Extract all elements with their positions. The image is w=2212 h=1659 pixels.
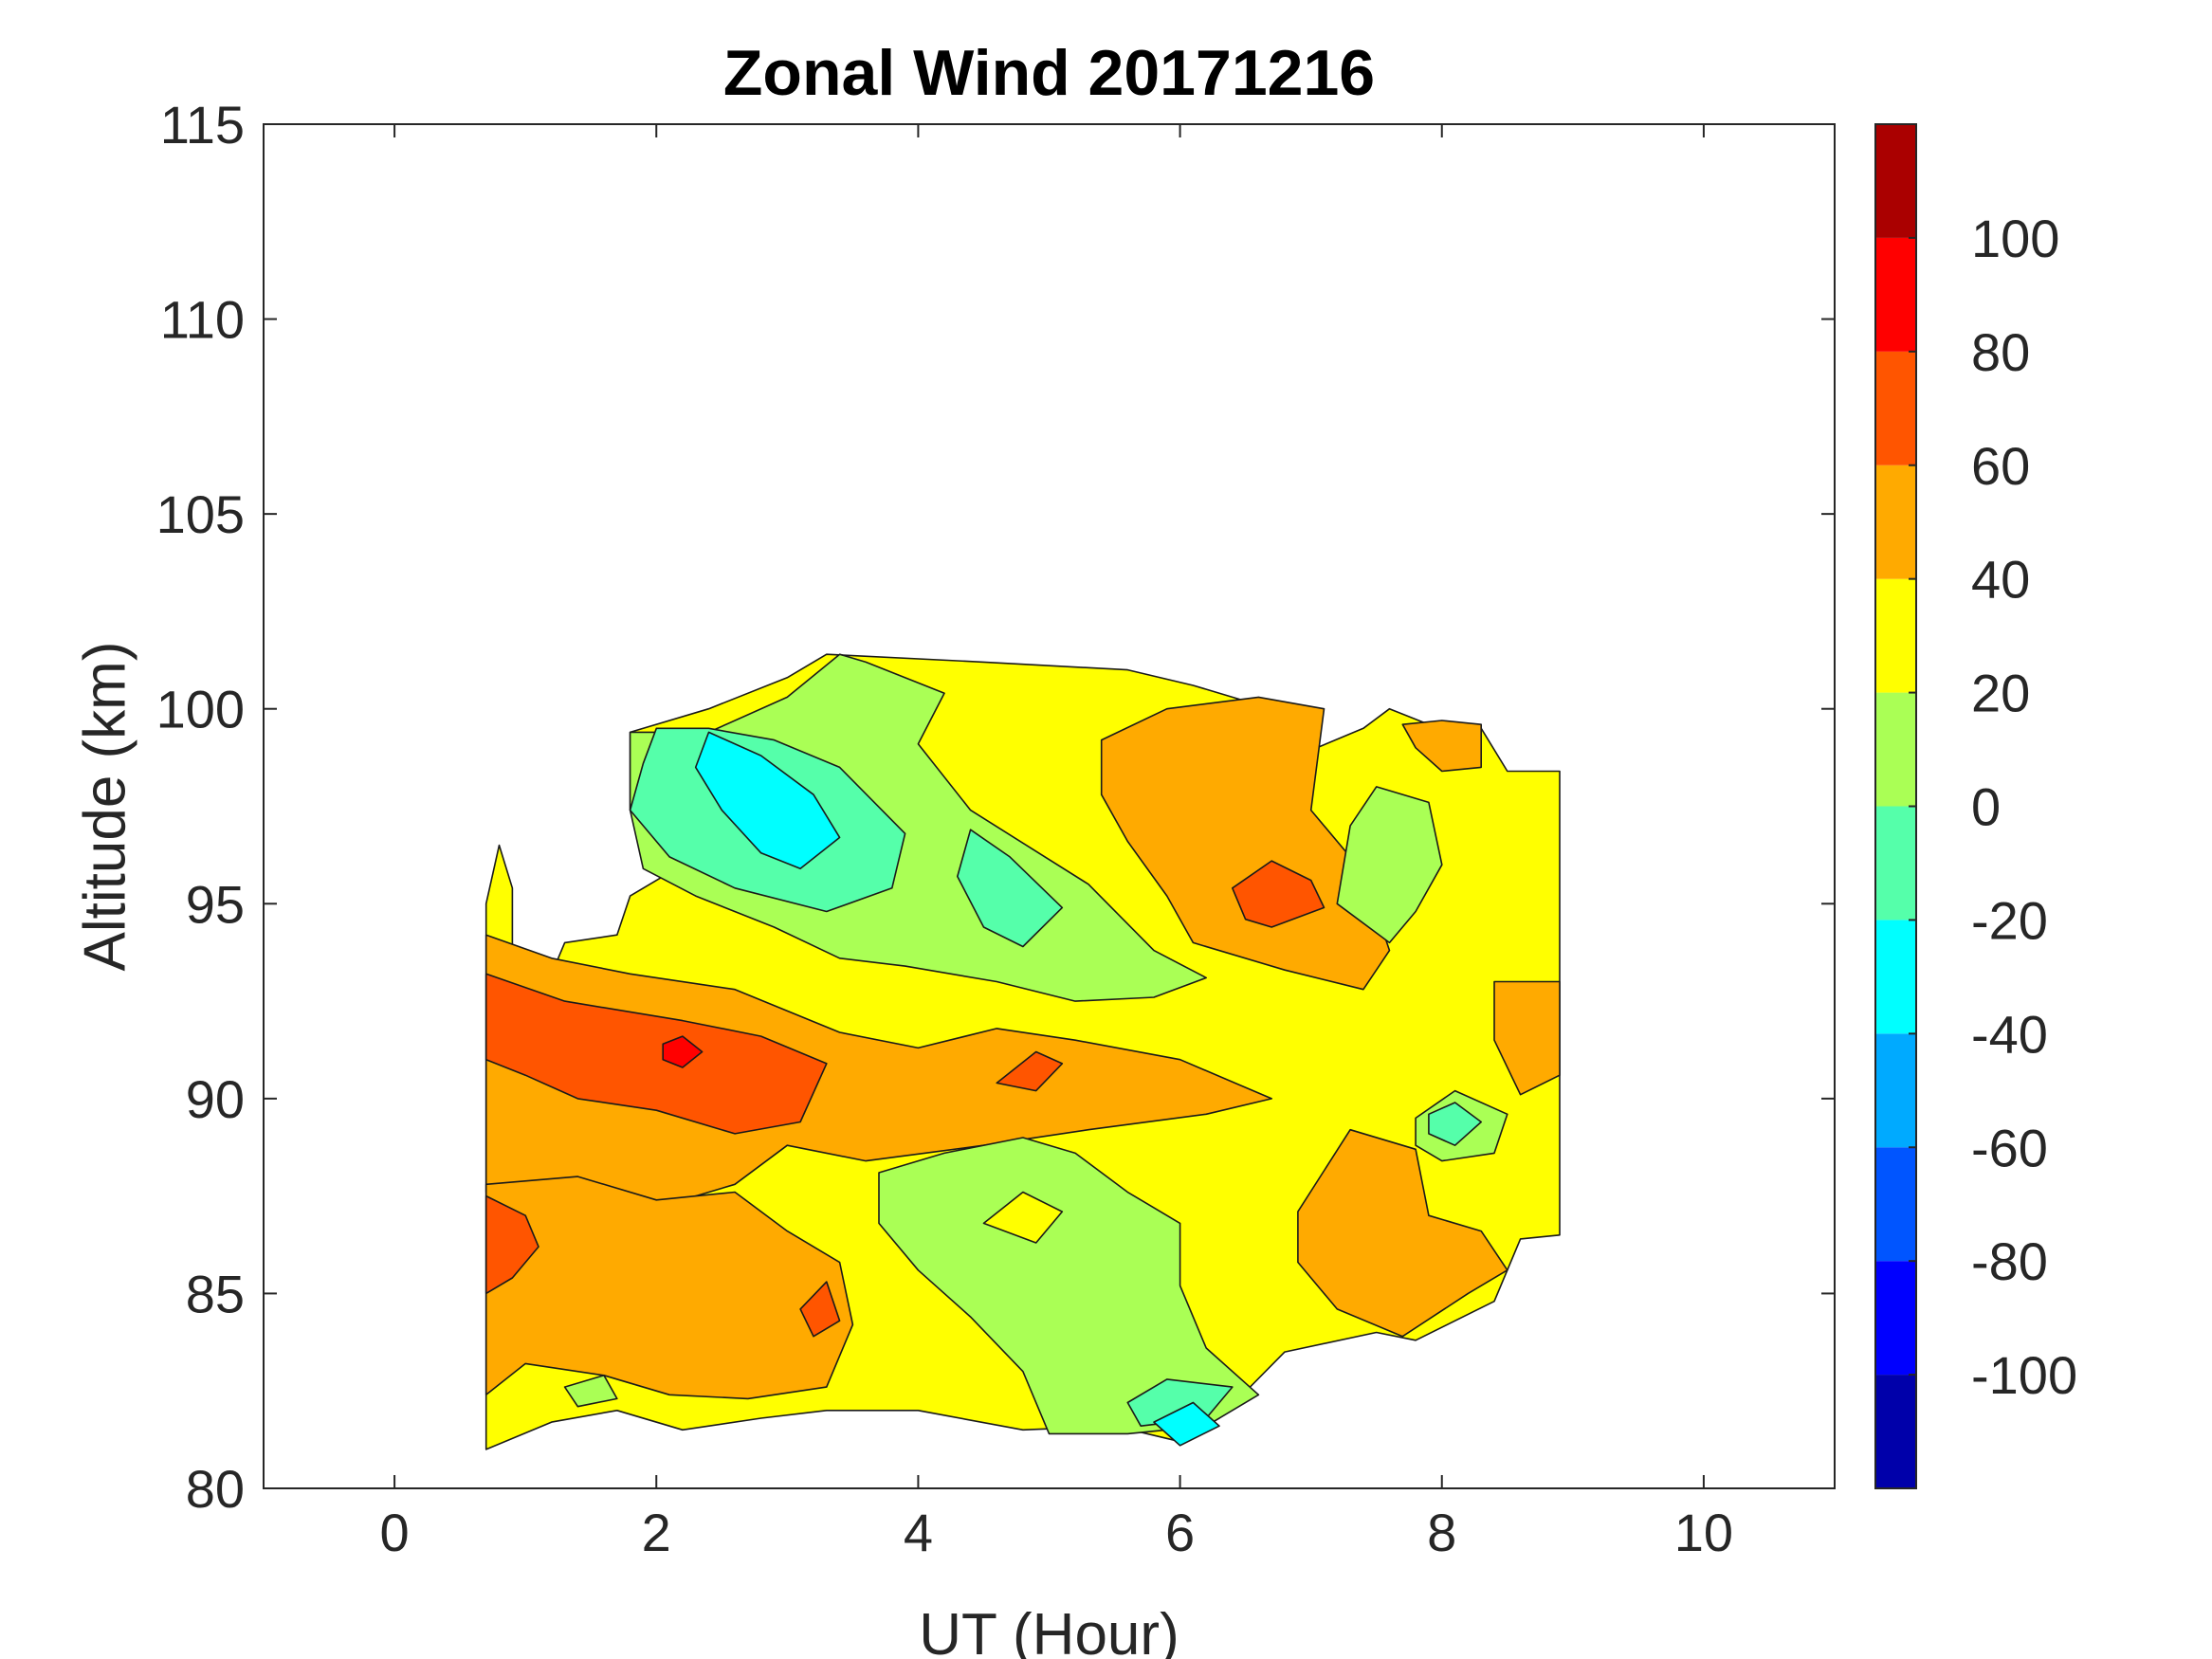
y-tick-label: 110 — [160, 290, 245, 350]
colorbar-segment — [1875, 1261, 1916, 1376]
y-axis-label: Altitude (km) — [73, 642, 138, 972]
contour-region-cyan-top — [694, 731, 841, 870]
contour-region-red-left — [484, 973, 828, 1135]
colorbar-segment — [1875, 578, 1916, 693]
contour-region-green-bottom — [878, 1137, 1260, 1435]
colorbar-tick-label: 40 — [1971, 550, 2030, 610]
colorbar-segment — [1875, 237, 1916, 352]
y-axis: 80 85 90 95 100 105 110 115 — [156, 95, 1835, 1519]
contour-region-green-right — [1336, 786, 1443, 944]
colorbar-tick-label: 100 — [1971, 209, 2059, 268]
colorbar-tick-label: -40 — [1971, 1004, 2048, 1064]
colorbar-tick-label: -80 — [1971, 1231, 2048, 1291]
contour-region-teal-mid — [956, 829, 1064, 948]
heatmap-layer — [484, 653, 1561, 1450]
y-tick-label: 80 — [186, 1459, 245, 1519]
contour-region-band-orange-lower — [484, 1176, 854, 1400]
contour-region-orange-lower-right — [1297, 1128, 1508, 1338]
y-tick-label: 85 — [186, 1264, 245, 1323]
x-tick-label: 2 — [642, 1503, 671, 1562]
x-tick-label: 8 — [1427, 1503, 1456, 1562]
contour-region-orange-right-edge — [1493, 980, 1561, 1096]
contour-region-red-lower-left — [484, 1194, 539, 1295]
x-axis-label: UT (Hour) — [919, 1602, 1179, 1659]
contour-region-yellow-lower-mid — [982, 1191, 1064, 1244]
colorbar-segment — [1875, 806, 1916, 921]
contour-region-teal-right — [1428, 1102, 1482, 1146]
colorbar-segment — [1875, 351, 1916, 465]
colorbar-tick-label: -100 — [1971, 1345, 2077, 1405]
x-tick-label: 6 — [1165, 1503, 1195, 1562]
contour-region-orange-upper-right — [1100, 696, 1391, 991]
colorbar-tick-label: -20 — [1971, 890, 2048, 950]
colorbar-segment — [1875, 1033, 1916, 1148]
y-tick-label: 105 — [156, 484, 245, 544]
colorbar: -100 -80 -60 -40 -20 0 20 40 60 80 100 — [1874, 123, 2077, 1489]
contour-region-red-lower-mid — [799, 1281, 841, 1338]
contour-region-red-upper-right — [1232, 860, 1325, 928]
colorbar-tick-label: 60 — [1971, 436, 2030, 496]
contour-region-orange-top-right — [1401, 720, 1482, 773]
contour-region-cyan-bottom — [1153, 1401, 1220, 1447]
y-tick-label: 95 — [186, 874, 245, 934]
colorbar-segment — [1875, 920, 1916, 1034]
colorbar-tick-label: 80 — [1971, 322, 2030, 382]
y-tick-label: 100 — [156, 680, 245, 739]
colorbar-tick-label: 0 — [1971, 777, 2001, 837]
colorbar-segment — [1875, 1375, 1916, 1488]
chart-title: Zonal Wind 20171216 — [723, 37, 1375, 109]
x-axis: 0 2 4 6 8 10 — [380, 124, 1733, 1562]
colorbar-segment — [1875, 692, 1916, 807]
y-tick-label: 115 — [160, 95, 245, 155]
x-tick-label: 0 — [380, 1503, 410, 1562]
colorbar-segment — [1875, 465, 1916, 579]
x-tick-label: 4 — [904, 1503, 933, 1562]
colorbar-tick-label: 20 — [1971, 664, 2030, 723]
y-tick-label: 90 — [186, 1069, 245, 1129]
colorbar-tick-label: -60 — [1971, 1118, 2048, 1177]
contour-region-red-mid — [996, 1050, 1064, 1092]
contour-region-green-small-lower-left — [563, 1375, 618, 1408]
colorbar-segment — [1875, 1147, 1916, 1262]
x-tick-label: 10 — [1674, 1503, 1733, 1562]
colorbar-segment — [1875, 124, 1916, 238]
contour-region-darkred-core — [662, 1035, 704, 1068]
plot-area — [263, 123, 1836, 1489]
